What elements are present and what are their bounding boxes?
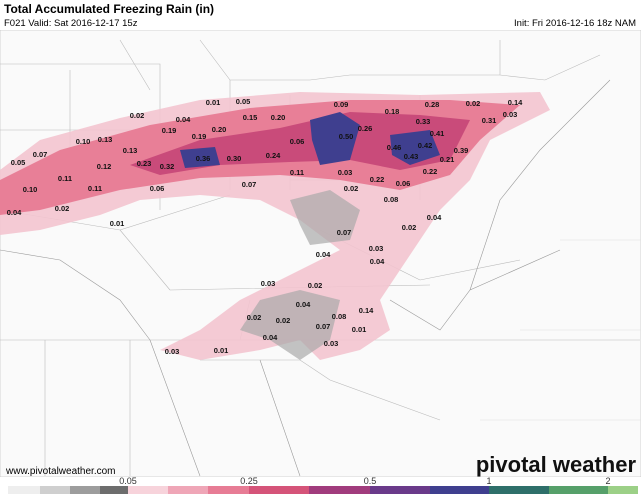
map-label: 0.05 (11, 158, 26, 167)
map-label: 0.36 (196, 154, 211, 163)
valid-time: F021 Valid: Sat 2016-12-17 15z (4, 18, 138, 29)
map-label: 0.23 (137, 159, 152, 168)
map-label: 0.21 (440, 155, 455, 164)
colorbar-tick-label: 0.25 (240, 476, 258, 486)
map-label: 0.04 (296, 300, 311, 309)
init-time: Init: Fri 2016-12-16 18z NAM (514, 18, 636, 29)
map-label: 0.09 (334, 100, 349, 109)
map-label: 0.02 (308, 281, 323, 290)
header-band (0, 0, 641, 30)
map-label: 0.01 (214, 346, 229, 355)
map-label: 0.02 (402, 223, 417, 232)
map-label: 0.07 (316, 322, 331, 331)
colorbar-ticks: 0.05 0.25 0.5 1 2 (119, 476, 610, 486)
precip-shading (0, 92, 550, 360)
map-label: 0.03 (261, 279, 276, 288)
map-label: 0.06 (150, 184, 165, 193)
map-label: 0.03 (338, 168, 353, 177)
map-label: 0.13 (123, 146, 138, 155)
map-label: 0.13 (98, 135, 113, 144)
map-label: 0.05 (236, 97, 251, 106)
map-labels: 0.01 0.05 0.02 0.04 0.15 0.20 0.09 0.18 0.28 0.02… (7, 97, 523, 356)
map-label: 0.02 (344, 184, 359, 193)
map-label: 0.42 (418, 141, 433, 150)
map-label: 0.11 (290, 168, 304, 177)
map-label: 0.11 (58, 174, 72, 183)
map-label: 0.03 (503, 110, 518, 119)
map-label: 0.04 (263, 333, 278, 342)
logo: pivotal weather (476, 452, 637, 477)
map-label: 0.11 (88, 184, 102, 193)
map-label: 0.19 (162, 126, 177, 135)
map-label: 0.50 (339, 132, 354, 141)
map-label: 0.07 (337, 228, 352, 237)
map-label: 0.18 (385, 107, 400, 116)
map-label: 0.24 (266, 151, 281, 160)
map-label: 0.39 (454, 146, 469, 155)
map-label: 0.41 (430, 129, 445, 138)
map-label: 0.46 (387, 143, 402, 152)
map-label: 0.15 (243, 113, 258, 122)
map-label: 0.06 (290, 137, 305, 146)
map-label: 0.06 (396, 179, 411, 188)
map-label: 0.07 (33, 150, 48, 159)
map-label: 0.04 (316, 250, 331, 259)
map-label: 0.01 (110, 219, 125, 228)
map-label: 0.12 (97, 162, 112, 171)
map-label: 0.08 (384, 195, 399, 204)
colorbar-tick-label: 1 (486, 476, 491, 486)
map-label: 0.30 (227, 154, 242, 163)
map-label: 0.02 (247, 313, 262, 322)
map-label: 0.32 (160, 162, 175, 171)
map-label: 0.14 (359, 306, 374, 315)
map-label: 0.20 (212, 125, 227, 134)
map-label: 0.10 (23, 185, 38, 194)
map-label: 0.02 (466, 99, 481, 108)
map-label: 0.08 (332, 312, 347, 321)
map-label: 0.07 (242, 180, 257, 189)
map-label: 0.31 (482, 116, 497, 125)
map-label: 0.19 (192, 132, 207, 141)
map-label: 0.22 (370, 175, 385, 184)
map-label: 0.04 (427, 213, 442, 222)
map-label: 0.20 (271, 113, 286, 122)
map-label: 0.03 (369, 244, 384, 253)
map-label: 0.04 (370, 257, 385, 266)
map-label: 0.01 (206, 98, 221, 107)
map-label: 0.22 (423, 167, 438, 176)
map-label: 0.04 (176, 115, 191, 124)
map-label: 0.01 (352, 325, 367, 334)
colorbar (0, 477, 641, 496)
map-label: 0.33 (416, 117, 431, 126)
map-label: 0.02 (55, 204, 70, 213)
map-label: 0.43 (404, 152, 419, 161)
map-label: 0.03 (165, 347, 180, 356)
website: www.pivotalweather.com (5, 466, 116, 477)
colorbar-tick-label: 0.5 (364, 476, 377, 486)
map-label: 0.10 (76, 137, 91, 146)
map-label: 0.02 (130, 111, 145, 120)
colorbar-tick-label: 2 (605, 476, 610, 486)
map-label: 0.26 (358, 124, 373, 133)
map-label: 0.03 (324, 339, 339, 348)
map-label: 0.28 (425, 100, 440, 109)
map-label: 0.14 (508, 98, 523, 107)
map-label: 0.04 (7, 208, 22, 217)
colorbar-tick-label: 0.05 (119, 476, 137, 486)
title: Total Accumulated Freezing Rain (in) (4, 2, 214, 16)
map-label: 0.02 (276, 316, 291, 325)
